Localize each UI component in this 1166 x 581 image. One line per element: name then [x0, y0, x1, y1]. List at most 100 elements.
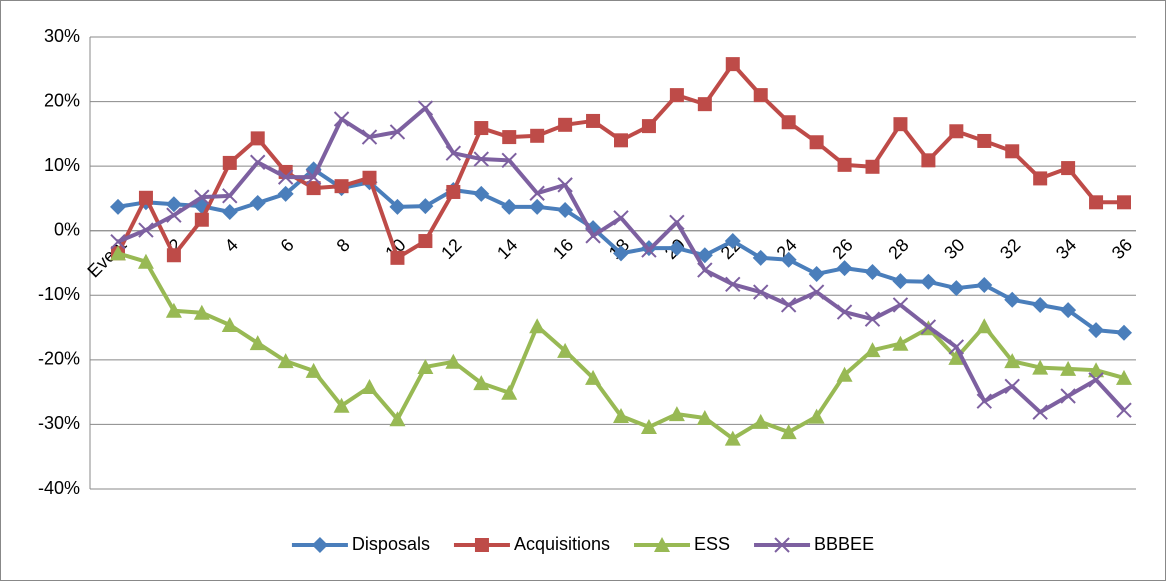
marker	[1117, 195, 1131, 210]
marker	[864, 311, 881, 327]
marker	[445, 353, 462, 369]
marker	[613, 210, 629, 226]
marker	[948, 280, 965, 297]
marker	[138, 190, 153, 205]
marker	[1116, 369, 1132, 385]
y-tick-label: 10%	[44, 155, 80, 175]
marker	[221, 203, 238, 220]
marker	[558, 117, 573, 132]
marker	[1061, 161, 1076, 176]
marker	[1060, 388, 1076, 404]
marker	[557, 177, 573, 193]
marker	[1088, 372, 1104, 388]
marker	[893, 117, 908, 132]
marker	[1032, 404, 1048, 420]
marker	[780, 251, 797, 268]
marker	[752, 413, 769, 429]
marker	[892, 297, 909, 313]
marker	[920, 273, 937, 290]
marker	[165, 302, 182, 318]
marker	[166, 248, 181, 263]
marker	[474, 121, 489, 136]
marker	[501, 384, 518, 400]
marker	[948, 349, 965, 365]
marker	[333, 397, 350, 413]
marker	[530, 128, 545, 143]
marker	[249, 194, 266, 211]
marker	[837, 157, 852, 172]
marker	[808, 408, 825, 424]
marker	[977, 133, 992, 148]
marker	[193, 304, 210, 320]
marker	[222, 155, 237, 170]
marker	[250, 131, 265, 146]
marker	[865, 159, 880, 174]
marker	[557, 342, 574, 358]
marker	[389, 124, 406, 140]
marker	[306, 181, 321, 196]
marker	[361, 378, 378, 394]
marker	[1088, 322, 1105, 339]
marker	[949, 124, 964, 139]
marker	[277, 169, 294, 185]
marker	[724, 233, 741, 250]
y-tick-label: -30%	[38, 413, 80, 433]
marker	[696, 247, 713, 264]
legend-label: ESS	[694, 534, 730, 554]
marker	[277, 185, 294, 202]
marker	[473, 151, 489, 167]
marker	[501, 152, 517, 169]
marker	[1004, 353, 1021, 369]
marker	[389, 198, 406, 215]
marker	[976, 393, 992, 409]
marker	[864, 264, 881, 281]
marker	[110, 245, 126, 261]
marker	[529, 185, 545, 201]
marker	[222, 188, 238, 204]
marker	[836, 260, 853, 277]
marker	[1089, 195, 1104, 210]
marker	[446, 184, 461, 199]
marker	[334, 179, 349, 194]
marker	[305, 169, 322, 185]
marker	[1032, 359, 1049, 375]
marker	[1004, 378, 1020, 395]
legend-label: BBBEE	[814, 534, 874, 554]
marker	[250, 154, 266, 170]
marker	[501, 198, 518, 215]
marker	[808, 265, 825, 282]
marker	[1060, 360, 1077, 376]
marker	[892, 335, 909, 351]
marker	[137, 253, 154, 269]
marker	[221, 316, 238, 332]
marker	[194, 189, 210, 205]
marker	[249, 335, 266, 351]
legend-label: Disposals	[352, 534, 430, 554]
marker	[1004, 291, 1021, 308]
marker	[668, 240, 685, 257]
marker	[1005, 144, 1020, 159]
marker	[724, 430, 741, 446]
marker	[892, 273, 909, 290]
marker	[976, 276, 993, 293]
marker	[1116, 324, 1132, 341]
marker	[948, 339, 965, 355]
marker	[781, 115, 796, 130]
marker	[780, 297, 797, 313]
marker	[697, 97, 712, 112]
marker	[474, 538, 489, 552]
marker	[836, 366, 853, 382]
marker	[417, 100, 434, 116]
marker	[110, 198, 126, 215]
marker	[753, 284, 769, 300]
marker	[808, 284, 825, 300]
marker	[502, 130, 517, 145]
marker	[529, 318, 546, 334]
legend: Disposals Acquisitions ESS BBBEE	[291, 534, 874, 554]
marker	[836, 304, 853, 320]
marker	[417, 198, 434, 215]
y-tick-label: 20%	[44, 90, 80, 110]
marker	[277, 353, 294, 369]
legend-label: Acquisitions	[514, 534, 610, 554]
marker	[585, 228, 601, 244]
